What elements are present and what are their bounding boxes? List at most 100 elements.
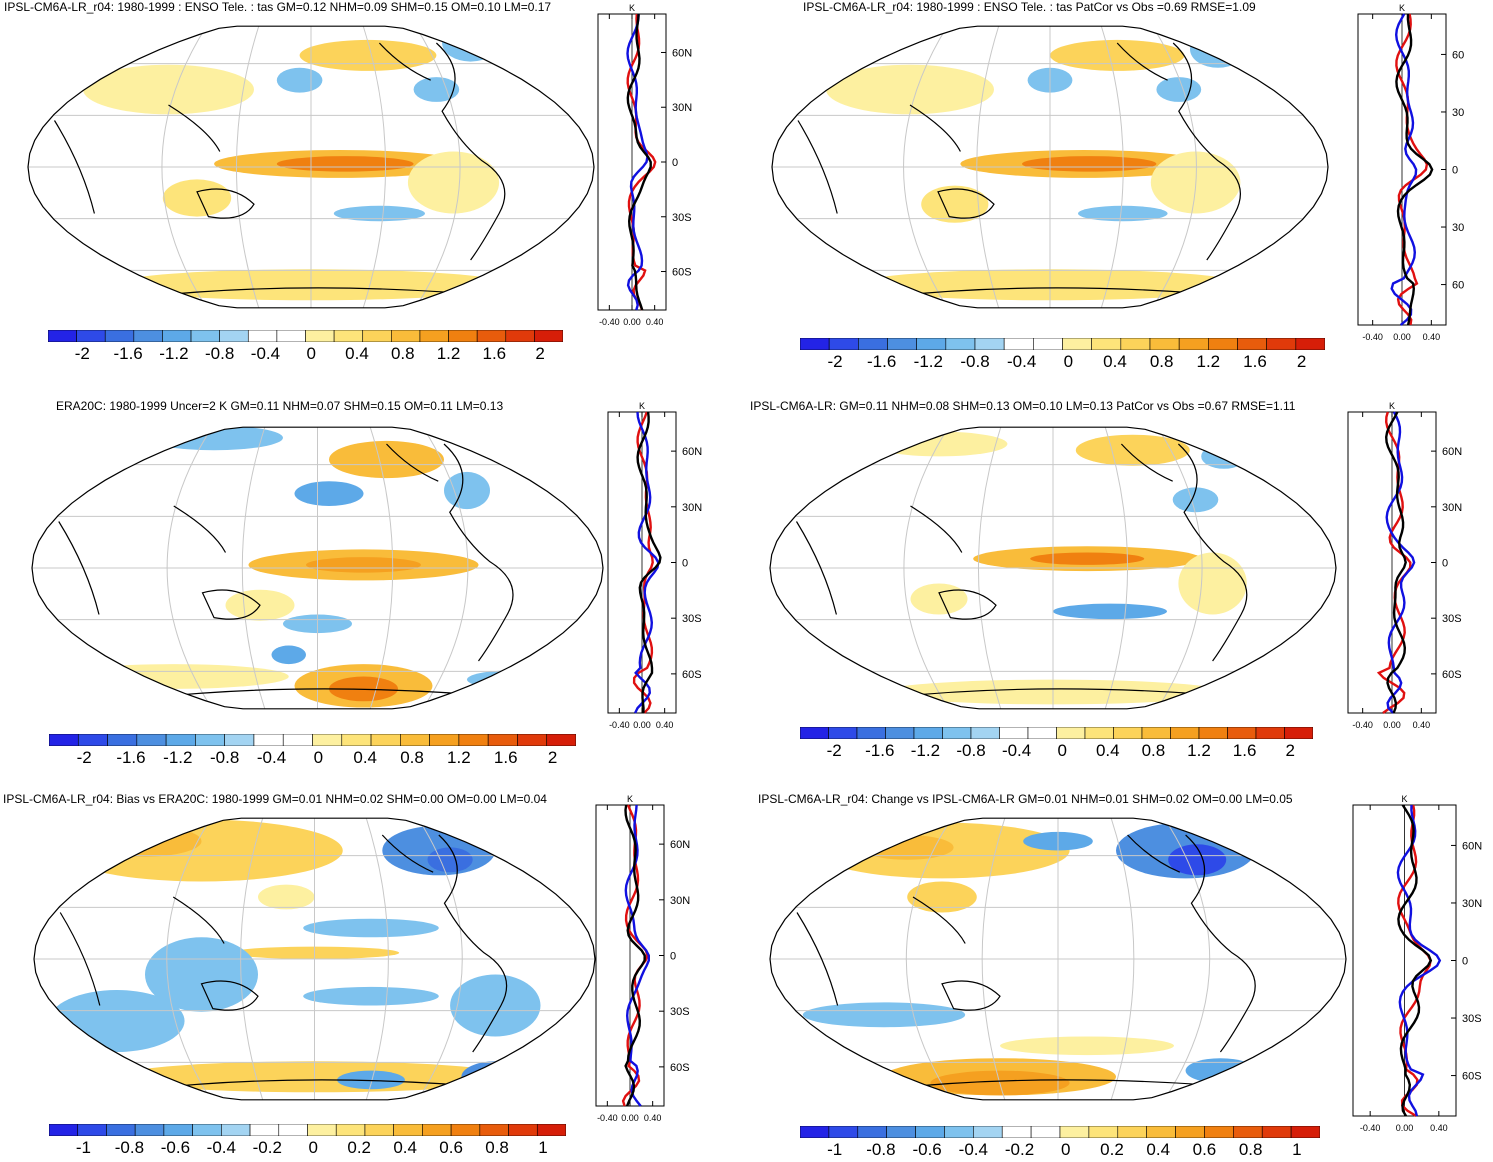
world-map <box>769 426 1337 710</box>
colorbar-swatch <box>104 330 135 342</box>
coastline <box>1177 443 1248 662</box>
colorbar-swatch <box>973 1126 1003 1138</box>
colorbar-tick-label: 0.8 <box>390 344 415 363</box>
coastline <box>443 443 514 662</box>
zonal-profile: K -0.40 0.00 0.40 60 30 0 30 60 <box>1357 3 1464 342</box>
colorbar-swatch <box>536 1124 566 1136</box>
colorbar-swatch <box>219 330 249 342</box>
panel-2: IPSL-CM6A-LR_r04: 1980-1999 : ENSO Tele.… <box>750 0 1493 390</box>
colorbar-labels: -2 -1.6 -1.2 -0.8 -0.4 0 0.4 0.8 1.2 1.6 2 <box>48 344 563 366</box>
colorbar-tick-label: -0.4 <box>1001 741 1032 760</box>
colorbar-swatch <box>282 734 313 746</box>
anomaly-region <box>1053 603 1167 620</box>
anomaly-region <box>413 77 460 102</box>
profile-curve <box>1396 804 1442 1117</box>
anomaly-region <box>1156 77 1202 102</box>
colorbar-swatch <box>391 330 421 342</box>
anomaly-region <box>306 557 421 573</box>
anomaly-region <box>1218 281 1286 301</box>
colorbar-swatch <box>335 1124 366 1136</box>
anomaly-region <box>1168 844 1227 876</box>
lat-tick-label: 60S <box>670 1062 690 1074</box>
lat-tick-label: 0 <box>1452 165 1458 177</box>
colorbar-swatch <box>999 727 1029 739</box>
x-tick-label: 0.40 <box>646 317 664 327</box>
colorbar-swatch <box>195 734 225 746</box>
x-tick-label: 0.40 <box>1413 720 1431 730</box>
colorbar-tick-label: -1.2 <box>159 344 189 363</box>
colorbar-swatch <box>305 330 335 342</box>
coastline <box>386 443 439 482</box>
colorbar-tick-label: 1.2 <box>447 748 471 767</box>
colorbar-swatch <box>1170 727 1200 739</box>
colorbar-swatch <box>887 338 917 350</box>
graticule-line <box>905 818 961 1100</box>
colorbar-tick-label: 2 <box>547 748 558 767</box>
colorbar-swatch <box>163 1124 193 1136</box>
colorbar-swatch <box>508 1124 538 1136</box>
lat-tick-label: 30 <box>1452 222 1464 234</box>
graticule-line <box>166 427 221 709</box>
lat-tick-label: 30S <box>1442 613 1462 625</box>
colorbar-swatch <box>1113 727 1143 739</box>
anomaly-region <box>467 670 559 689</box>
colorbar-tick-label: -0.4 <box>256 748 287 767</box>
lat-tick-label: 30S <box>672 212 692 224</box>
anomaly-region <box>1178 552 1247 615</box>
lat-tick-label: 30N <box>670 895 690 907</box>
colorbar-tick-label: 2 <box>1296 352 1307 371</box>
colorbar-swatch <box>77 734 108 746</box>
unit-label: K <box>639 401 645 411</box>
profile-curve <box>1384 411 1407 714</box>
anomaly-region <box>1000 1036 1174 1056</box>
x-tick-label: 0.40 <box>644 1113 662 1123</box>
anomaly-region <box>1075 434 1190 466</box>
colorbar-tick-label: 0.6 <box>439 1138 463 1157</box>
colorbar-tick-label: 0.4 <box>345 344 369 363</box>
coastline <box>1127 834 1181 873</box>
colorbar-swatch <box>429 734 460 746</box>
graticule-line <box>903 26 956 308</box>
unit-label: K <box>629 3 635 13</box>
colorbar-tick-label: -0.6 <box>160 1138 191 1157</box>
profile-curve <box>1385 411 1416 714</box>
colorbar-tick-label: 1 <box>1292 1140 1302 1159</box>
colorbar-swatch <box>487 734 518 746</box>
colorbar-swatch <box>224 734 255 746</box>
colorbar-tick-label: 1.2 <box>1196 352 1221 371</box>
graticule-line <box>1149 427 1203 709</box>
anomaly-region <box>1022 156 1157 172</box>
colorbar-tick-label: 1.2 <box>436 344 461 363</box>
panel-1: IPSL-CM6A-LR_r04: 1980-1999 : ENSO Tele.… <box>0 0 746 390</box>
colorbar-swatch <box>546 734 576 746</box>
graticule-line <box>361 818 389 1100</box>
coastline <box>937 188 995 219</box>
anomaly-region <box>826 64 994 115</box>
graticule-line <box>977 427 1006 709</box>
colorbar-swatch <box>828 727 858 739</box>
colorbar-swatch <box>479 1124 509 1136</box>
profile-curve <box>1397 804 1432 1118</box>
colorbar-swatch <box>458 734 489 746</box>
colorbar-tick-label: -0.8 <box>866 1140 896 1159</box>
colorbar-swatch <box>1056 727 1086 739</box>
colorbar-swatch <box>800 1126 830 1138</box>
x-tick-label: -0.40 <box>1360 1123 1381 1133</box>
profile-curve <box>624 804 646 1107</box>
graticule-line <box>240 818 268 1100</box>
colorbar-swatch <box>1175 1126 1205 1138</box>
colorbar-tick-label: -0.4 <box>250 344 281 363</box>
colorbar-swatch <box>476 330 507 342</box>
graticule-line <box>161 26 215 308</box>
anomaly-region <box>83 64 254 115</box>
coastline <box>1120 443 1173 482</box>
colorbar-swatch <box>448 330 478 342</box>
x-tick-label: -0.40 <box>609 720 630 730</box>
colorbar-labels: -1 -0.8 -0.6 -0.4 -0.2 0 0.2 0.4 0.6 0.8 1 <box>800 1140 1320 1162</box>
colorbar-tick-label: -0.8 <box>210 748 240 767</box>
colorbar-tick-label: 0.2 <box>1100 1140 1124 1159</box>
coastline <box>912 896 966 944</box>
colorbar-swatch <box>247 330 278 342</box>
colorbar-swatch <box>362 330 392 342</box>
colorbar-tick-label: -1.6 <box>865 741 895 760</box>
